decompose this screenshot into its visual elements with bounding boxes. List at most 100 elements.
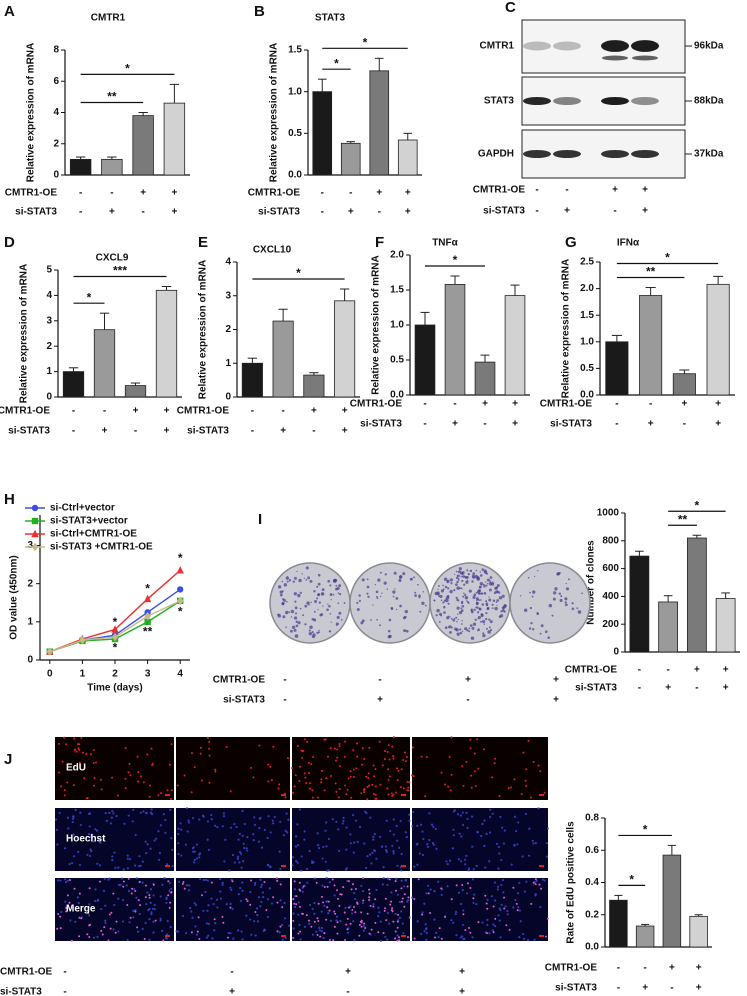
edu-cell [360, 911, 363, 914]
y-tick-label: 2 [53, 138, 59, 149]
bar [340, 142, 361, 176]
colony [326, 608, 329, 612]
edu-cell [400, 768, 403, 771]
edu-cell [372, 764, 375, 767]
colony [446, 581, 449, 584]
condition-label: si-STAT3 [550, 419, 592, 430]
condition-sign: + [696, 983, 702, 994]
edu-cell [229, 790, 232, 793]
condition-sign: - [251, 406, 254, 417]
condition-sign: - [63, 987, 66, 996]
edu-cell [65, 743, 68, 746]
edu-cell [368, 888, 371, 891]
edu-cell [525, 784, 528, 787]
nucleus [475, 902, 478, 906]
edu-cell [356, 742, 359, 745]
edu-cell [326, 755, 329, 758]
edu-cell [169, 797, 172, 800]
condition-label: si-STAT3 [575, 683, 617, 694]
colony [581, 592, 583, 595]
nucleus [497, 914, 500, 917]
nucleus [250, 933, 253, 936]
colony [477, 611, 480, 614]
nucleus [199, 878, 202, 881]
colony [414, 594, 417, 597]
edu-cell [182, 881, 185, 884]
edu-cell [89, 923, 92, 926]
nucleus [523, 890, 527, 893]
edu-cell [477, 767, 480, 770]
edu-cell [498, 794, 501, 797]
edu-cell [144, 896, 147, 899]
nucleus [117, 930, 120, 933]
condition-sign: - [565, 185, 568, 196]
legend-label: si-STAT3 +CMTR1-OE [50, 542, 153, 553]
edu-cell [122, 880, 125, 883]
edu-cell [276, 901, 279, 904]
bar [62, 371, 85, 398]
point [111, 632, 119, 642]
nucleus [450, 919, 453, 922]
panel-letter: D [4, 234, 15, 251]
colony [464, 593, 467, 597]
edu-cell [364, 927, 367, 929]
nucleus [519, 920, 522, 923]
edu-cell [129, 916, 132, 919]
edu-cell [375, 797, 378, 800]
nucleus [541, 878, 544, 881]
nucleus [228, 869, 231, 872]
y-tick-label: 0.5 [288, 128, 302, 139]
nucleus [216, 906, 219, 909]
colony [413, 576, 415, 579]
panel-letter: A [4, 3, 15, 20]
blot-band [602, 55, 628, 61]
edu-cell [546, 917, 549, 920]
nucleus [471, 878, 475, 881]
edu-cell [306, 740, 309, 743]
nucleus [111, 855, 114, 858]
nucleus [260, 883, 263, 886]
colony [402, 572, 406, 576]
colony [486, 582, 489, 585]
nucleus [422, 837, 425, 841]
nucleus [268, 887, 271, 890]
colony [472, 595, 476, 599]
edu-cell [99, 778, 102, 781]
condition-sign: - [63, 967, 66, 978]
condition-label: si-STAT3 [223, 695, 265, 706]
colony [449, 589, 453, 594]
edu-cell [387, 768, 390, 771]
nucleus [79, 823, 82, 827]
nucleus [72, 855, 76, 858]
edu-cell [312, 755, 315, 758]
nucleus [284, 917, 287, 920]
nucleus [522, 932, 525, 936]
nucleus [240, 866, 243, 869]
colony [356, 607, 360, 611]
nucleus [66, 816, 70, 819]
y-tick-label: 0.2 [585, 909, 599, 920]
colony [327, 603, 329, 605]
significance-label: ** [107, 90, 117, 104]
y-tick-label: 0 [613, 647, 619, 658]
colony [440, 599, 443, 601]
nucleus [126, 857, 129, 860]
nucleus [67, 827, 70, 830]
edu-cell [469, 931, 472, 934]
blot-label: CMTR1 [480, 41, 515, 52]
colony [383, 581, 387, 585]
nucleus [518, 909, 521, 912]
nucleus [339, 919, 342, 923]
y-tick-label: 1.0 [288, 86, 302, 97]
nucleus [145, 851, 148, 855]
condition-sign: - [453, 399, 456, 410]
colony [459, 631, 463, 635]
edu-cell [538, 883, 541, 886]
edu-cell [208, 781, 211, 784]
edu-cell [412, 775, 415, 778]
nucleus [396, 893, 400, 896]
nucleus [455, 934, 458, 937]
bar [414, 324, 436, 396]
colony [376, 618, 378, 621]
edu-cell [214, 770, 217, 773]
